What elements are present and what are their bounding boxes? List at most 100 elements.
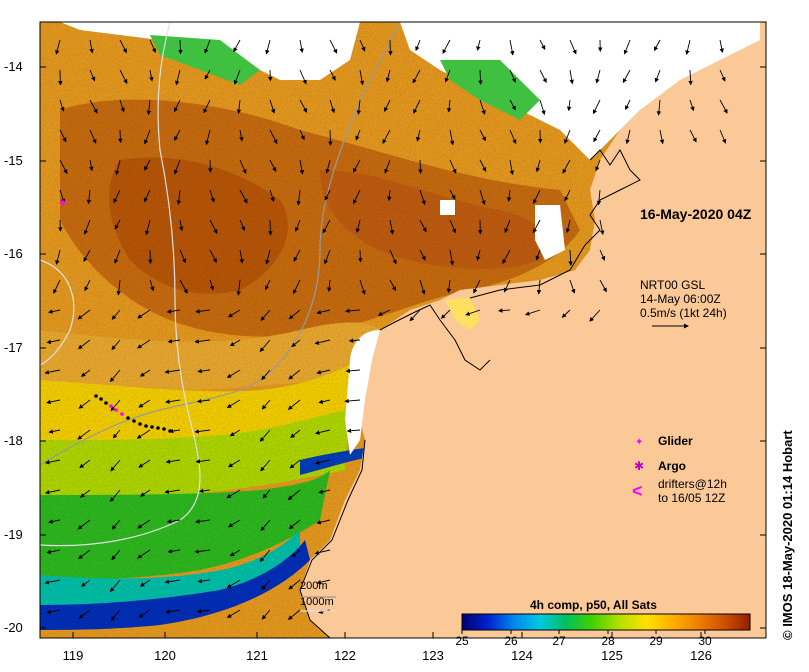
current-vector-arrow bbox=[449, 219, 457, 234]
drifter-position-dot bbox=[156, 426, 160, 430]
current-vector-arrow bbox=[289, 459, 301, 469]
current-vector-arrow bbox=[46, 399, 61, 405]
current-vector-arrow bbox=[260, 309, 271, 322]
current-vector-arrow bbox=[288, 309, 301, 320]
current-vector-arrow bbox=[384, 159, 391, 174]
current-vector-arrow bbox=[599, 219, 605, 236]
current-vector-arrow bbox=[204, 39, 211, 54]
y-tick-label: -18 bbox=[4, 433, 23, 448]
current-vector-arrow bbox=[569, 279, 576, 294]
current-vector-arrow bbox=[412, 69, 421, 84]
current-vector-arrow bbox=[226, 489, 241, 499]
current-vector-arrow bbox=[387, 189, 392, 202]
current-vector-arrow bbox=[53, 279, 61, 294]
current-vector-arrow bbox=[419, 249, 426, 261]
current-vector-arrow bbox=[409, 309, 421, 322]
current-vector-arrow bbox=[504, 219, 511, 234]
current-vector-arrow bbox=[539, 69, 547, 83]
y-tick-label: -16 bbox=[4, 246, 23, 261]
current-vector-arrow bbox=[149, 279, 155, 292]
current-vector-arrow bbox=[324, 189, 331, 201]
current-vector-arrow bbox=[48, 429, 61, 434]
drifter-position-dot bbox=[144, 424, 148, 428]
current-vector-arrow bbox=[287, 609, 301, 620]
x-tick-label: 126 bbox=[690, 648, 712, 663]
current-vector-arrow bbox=[259, 549, 271, 563]
current-vector-arrow bbox=[196, 608, 211, 614]
drifter-position-dot bbox=[162, 427, 166, 431]
current-vector-arrow bbox=[110, 459, 121, 472]
drifter-position-dot bbox=[94, 394, 98, 398]
current-vector-arrow bbox=[325, 159, 331, 174]
current-vector-arrow bbox=[44, 369, 61, 375]
current-vector-arrow bbox=[269, 129, 278, 145]
current-vector-arrow bbox=[509, 129, 517, 145]
no-data-patch-2 bbox=[535, 205, 565, 260]
coastline-kimberley bbox=[469, 149, 641, 299]
current-vector-arrow bbox=[173, 159, 181, 175]
current-vector-arrow bbox=[111, 339, 121, 351]
current-vector-arrow bbox=[345, 368, 361, 374]
current-vector-arrow bbox=[204, 69, 211, 80]
current-vector-arrow bbox=[78, 609, 91, 619]
current-vector-arrow bbox=[83, 219, 91, 235]
current-vector-arrow bbox=[86, 189, 92, 205]
current-vector-arrow bbox=[625, 129, 631, 145]
current-vector-arrow bbox=[236, 279, 241, 296]
current-vector-arrow bbox=[316, 369, 331, 375]
current-vector-arrow bbox=[89, 99, 98, 114]
current-vector-arrow bbox=[77, 429, 91, 440]
current-vector-arrow bbox=[569, 39, 577, 55]
y-tick-label: -17 bbox=[4, 340, 23, 355]
current-vector-arrow bbox=[195, 309, 211, 314]
current-vector-arrow bbox=[139, 579, 151, 587]
current-vector-arrow bbox=[261, 609, 271, 620]
current-vector-arrow bbox=[419, 279, 426, 295]
current-vector-arrow bbox=[599, 279, 607, 293]
current-vector-arrow bbox=[689, 99, 695, 112]
current-vector-arrow bbox=[110, 609, 121, 622]
current-vector-arrow bbox=[226, 579, 241, 588]
current-vector-arrow bbox=[509, 99, 516, 111]
current-vector-arrow bbox=[59, 189, 66, 204]
current-vector-arrow bbox=[262, 489, 271, 499]
current-vector-arrow bbox=[329, 39, 338, 54]
current-vector-arrow bbox=[209, 219, 218, 235]
current-vector-arrow bbox=[239, 219, 246, 232]
current-vector-arrow bbox=[269, 99, 276, 114]
contour-200m bbox=[40, 22, 401, 466]
y-tick-label: -14 bbox=[4, 59, 23, 74]
scale-1000m-label: 1000m bbox=[300, 596, 334, 608]
current-time-label: 14-May 06:00Z bbox=[640, 292, 721, 306]
current-vector-arrow bbox=[137, 309, 151, 319]
current-vector-arrow bbox=[55, 249, 61, 265]
current-vector-arrow bbox=[595, 69, 601, 84]
current-vector-arrow bbox=[80, 369, 91, 377]
current-vector-arrow bbox=[196, 398, 211, 404]
current-vector-arrow bbox=[656, 99, 662, 116]
current-vector-arrow bbox=[260, 459, 271, 472]
drifter-legend-icon: < bbox=[632, 481, 643, 501]
current-vector-arrow bbox=[77, 339, 91, 350]
current-vector-arrow bbox=[592, 99, 601, 115]
axis-ticks bbox=[40, 66, 766, 638]
current-vector-arrow bbox=[261, 579, 271, 591]
current-vector-arrow bbox=[174, 129, 181, 142]
current-vector-arrow bbox=[299, 129, 305, 141]
current-vector-arrow bbox=[622, 69, 631, 84]
current-vector-arrow bbox=[322, 219, 331, 234]
current-vector-arrow bbox=[261, 399, 271, 410]
drifter-position-dot bbox=[138, 422, 142, 426]
current-vector-arrow bbox=[389, 279, 397, 292]
current-vector-arrow bbox=[384, 99, 391, 112]
current-vector-arrow bbox=[113, 189, 121, 204]
current-vector-arrow bbox=[287, 399, 301, 410]
current-vector-arrow bbox=[194, 429, 211, 434]
current-vector-arrow bbox=[77, 549, 91, 560]
colorbar-title: 4h comp, p50, All Sats bbox=[530, 598, 657, 612]
current-vector-arrow bbox=[205, 129, 211, 146]
current-vector-arrow bbox=[138, 399, 151, 408]
current-vector-arrow bbox=[509, 159, 515, 176]
current-vector-arrow bbox=[316, 519, 331, 525]
current-vector-arrow bbox=[194, 549, 211, 554]
